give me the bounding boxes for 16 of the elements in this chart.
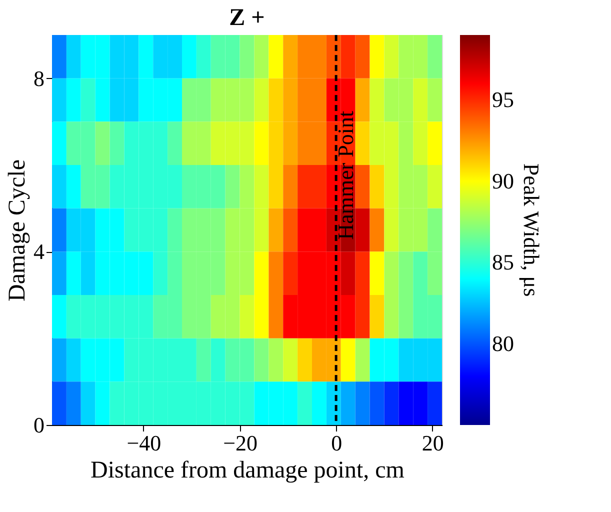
color-bar-label: 95 xyxy=(492,87,514,112)
color-bar-label: 85 xyxy=(492,250,514,274)
x-tick-label: 0 xyxy=(331,430,342,456)
y-axis-title: Damage Cycle xyxy=(4,160,30,302)
color-bar-title: Peak Width, μs xyxy=(519,163,544,297)
x-tick-label: 20 xyxy=(422,430,444,456)
x-axis-title: Distance from damage point, cm xyxy=(90,458,405,484)
color-bar-label: 80 xyxy=(492,330,514,356)
y-tick-label: 0 xyxy=(34,412,44,438)
color-bar-label: 90 xyxy=(492,168,514,194)
chart-title: Z + xyxy=(229,4,265,31)
y-tick-label: 4 xyxy=(34,239,44,264)
x-tick-label: −40 xyxy=(126,430,162,456)
x-tick-label: −20 xyxy=(223,430,258,456)
y-tick-label: 8 xyxy=(34,66,44,91)
ref-line-label: Hammer Point xyxy=(333,110,358,240)
